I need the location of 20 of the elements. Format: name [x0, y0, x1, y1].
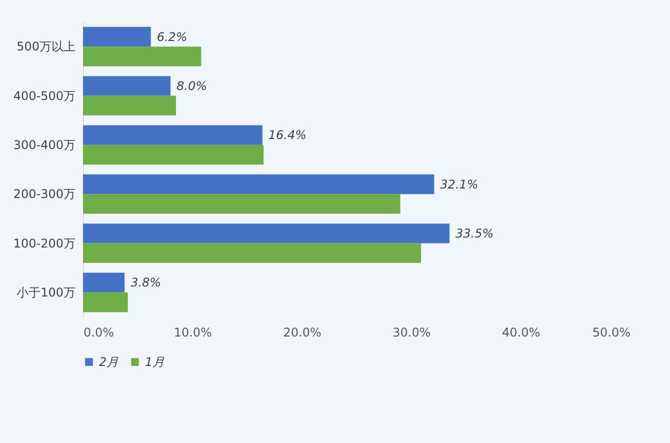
data-label: 6.2%: [156, 30, 188, 44]
data-label: 3.8%: [130, 276, 162, 290]
data-label: 8.0%: [176, 78, 208, 93]
x-tick-label: 0.0%: [84, 326, 114, 340]
data-label: 32.1%: [440, 177, 478, 192]
y-tick-label: 100-200万: [13, 236, 76, 250]
legend-label: 1月: [145, 355, 165, 369]
y-tick-label: 500万以上: [16, 40, 76, 54]
x-tick-label: 50.0%: [592, 326, 630, 340]
x-tick-label: 30.0%: [392, 326, 431, 340]
x-tick-label: 40.0%: [502, 326, 540, 340]
legend-label: 2月: [99, 355, 119, 369]
y-tick-label: 200-300万: [13, 187, 76, 202]
y-tick-label: 400-500万: [13, 88, 76, 103]
x-tick-label: 10.0%: [174, 326, 212, 340]
y-tick-label: 小于100万: [16, 285, 76, 300]
x-tick-label: 20.0%: [283, 326, 322, 340]
y-tick-label: 300-400万: [13, 138, 76, 152]
data-label: 16.4%: [268, 128, 307, 142]
data-label: 33.5%: [455, 226, 494, 240]
